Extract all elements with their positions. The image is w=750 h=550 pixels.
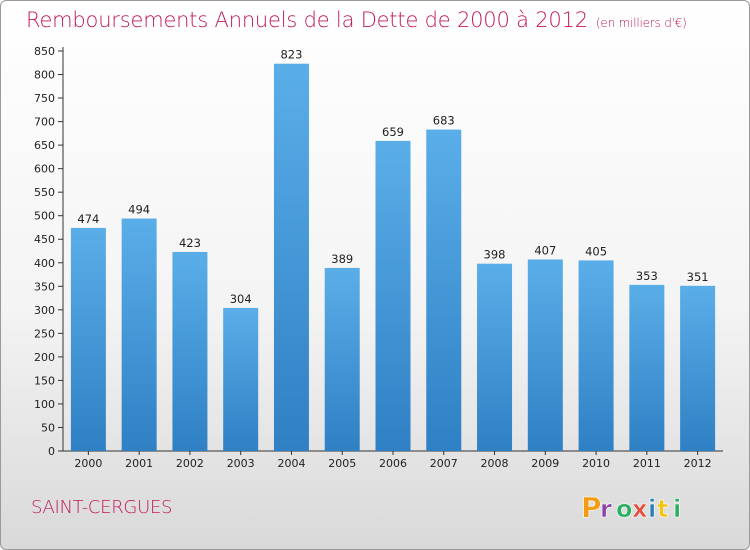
x-tick-label: 2004 [277, 457, 305, 470]
x-tick-label: 2000 [74, 457, 102, 470]
y-tick-label: 800 [34, 69, 55, 82]
bar [629, 284, 665, 451]
bar [324, 267, 360, 451]
x-tick-label: 2003 [227, 457, 255, 470]
x-tick-label: 2011 [633, 457, 661, 470]
x-tick-label: 2010 [582, 457, 610, 470]
x-tick-label: 2008 [481, 457, 509, 470]
y-tick-label: 750 [34, 92, 55, 105]
bar-value-label: 304 [230, 292, 252, 306]
bar [680, 285, 716, 451]
y-tick-label: 500 [34, 210, 55, 223]
bar [426, 129, 462, 451]
x-tick-label: 2006 [379, 457, 407, 470]
y-tick-label: 600 [34, 163, 55, 176]
y-tick-label: 850 [34, 45, 55, 58]
logo-letter: o [616, 495, 633, 523]
x-tick-label: 2002 [176, 457, 204, 470]
y-tick-label: 200 [34, 351, 55, 364]
logo-letter: t [657, 495, 668, 523]
bar-value-label: 407 [534, 243, 556, 257]
chart-title-text: Remboursements Annuels de la Dette de 20… [26, 8, 588, 32]
bar-value-label: 351 [687, 270, 709, 284]
bar-value-label: 353 [636, 269, 658, 283]
logo-letter: x [632, 495, 648, 523]
bar [273, 63, 309, 452]
y-tick-label: 50 [41, 421, 55, 434]
y-tick-label: 100 [34, 398, 55, 411]
logo-letter: i [648, 495, 656, 523]
proxiti-logo-letters: Pr o x i t i [581, 491, 682, 525]
x-tick-label: 2007 [430, 457, 458, 470]
y-tick-label: 150 [34, 374, 55, 387]
bar-value-label: 683 [433, 114, 455, 128]
y-tick-label: 350 [34, 280, 55, 293]
y-tick-label: 700 [34, 116, 55, 129]
bar [477, 263, 513, 451]
bar-value-label: 389 [331, 252, 353, 266]
bar-value-label: 659 [382, 125, 404, 139]
logo-letter: P [581, 491, 602, 524]
proxiti-logo: Pr o x i t i [581, 491, 682, 525]
x-tick-label: 2001 [125, 457, 153, 470]
commune-name: SAINT-CERGUES [31, 497, 173, 518]
x-tick-label: 2012 [684, 457, 712, 470]
y-tick-label: 650 [34, 139, 55, 152]
bar-value-label: 398 [484, 248, 506, 262]
y-tick-label: 0 [48, 445, 55, 458]
bar-value-label: 405 [585, 244, 607, 258]
chart-title: Remboursements Annuels de la Dette de 20… [26, 8, 687, 32]
y-tick-label: 250 [34, 327, 55, 340]
bar-value-label: 423 [179, 236, 201, 250]
x-tick-label: 2009 [531, 457, 559, 470]
x-tick-label: 2005 [328, 457, 356, 470]
bar [578, 260, 614, 451]
y-tick-label: 400 [34, 257, 55, 270]
bar [527, 259, 563, 451]
bar [121, 218, 157, 451]
bar [172, 251, 208, 451]
chart-subtitle: (en milliers d'€) [595, 16, 687, 30]
bar-value-label: 474 [77, 212, 99, 226]
logo-letter: i [673, 495, 681, 523]
y-tick-label: 450 [34, 233, 55, 246]
y-tick-label: 550 [34, 186, 55, 199]
bar-value-label: 494 [128, 203, 150, 217]
bar [70, 227, 106, 451]
bar [223, 307, 259, 451]
y-tick-label: 300 [34, 304, 55, 317]
bar [375, 140, 411, 451]
logo-letter: r [600, 495, 612, 523]
bar-value-label: 823 [280, 48, 302, 62]
